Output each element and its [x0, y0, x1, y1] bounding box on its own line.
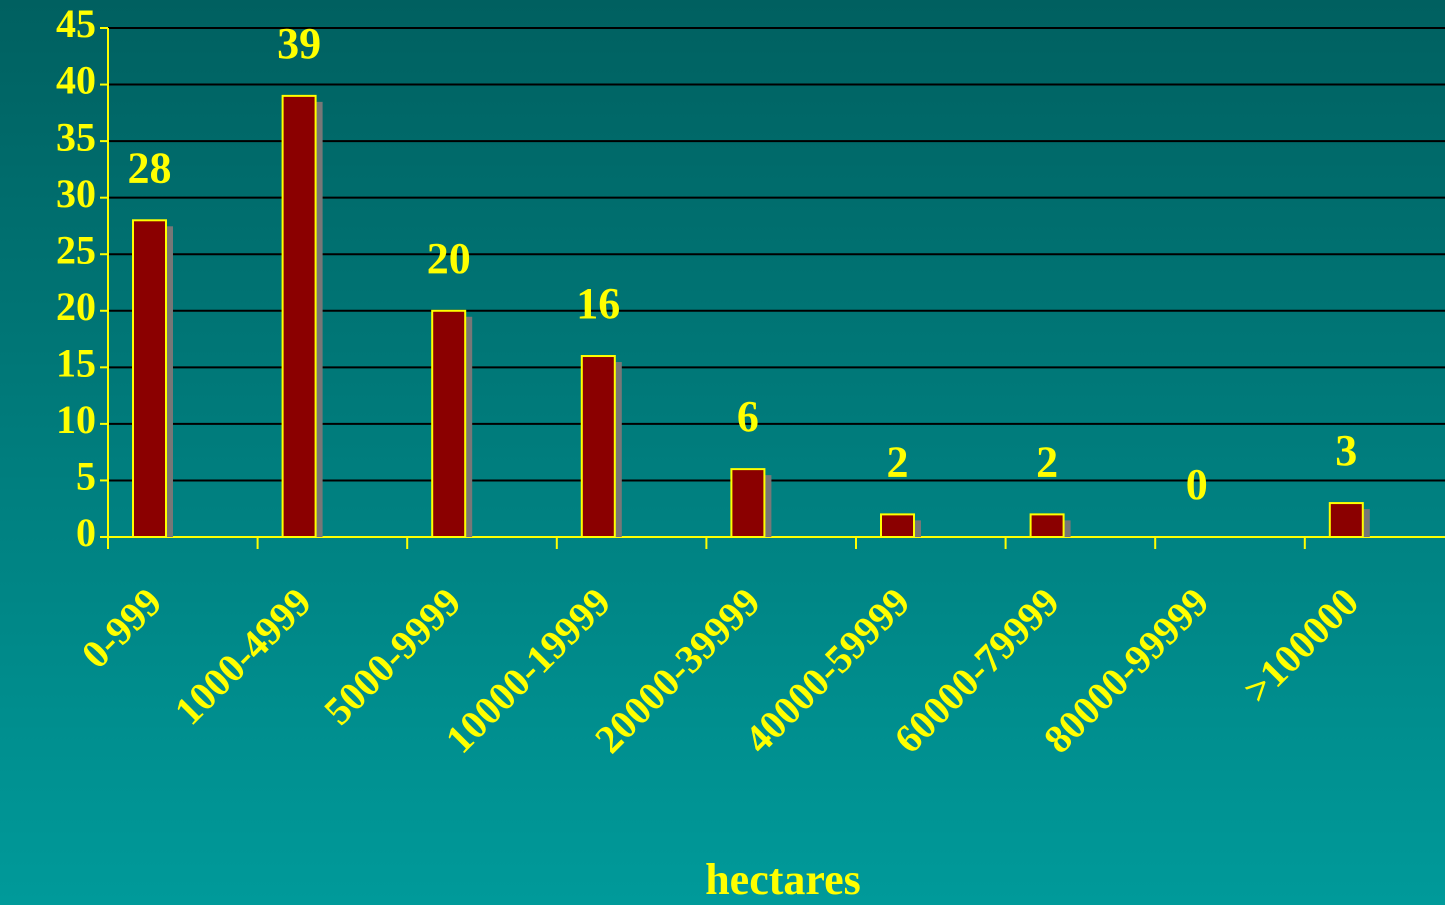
y-tick-label: 20 — [56, 284, 96, 329]
bar — [580, 355, 616, 538]
y-tick-label: 45 — [56, 1, 96, 46]
bar — [1029, 513, 1065, 539]
value-label: 3 — [1335, 426, 1357, 475]
y-tick-label: 10 — [56, 397, 96, 442]
x-axis-title: hectares — [705, 855, 861, 904]
value-label: 39 — [277, 19, 321, 68]
y-tick-label: 5 — [76, 454, 96, 499]
value-label: 28 — [128, 143, 172, 192]
value-label: 0 — [1186, 460, 1208, 509]
bar — [431, 309, 467, 538]
value-label: 6 — [737, 392, 759, 441]
y-tick-label: 30 — [56, 171, 96, 216]
bar — [132, 219, 167, 539]
bar — [281, 94, 317, 538]
value-label: 20 — [427, 234, 471, 283]
y-tick-label: 15 — [56, 341, 96, 386]
value-label: 16 — [576, 279, 620, 328]
y-tick-label: 0 — [76, 510, 96, 555]
y-tick-label: 40 — [56, 58, 96, 103]
y-tick-label: 35 — [56, 114, 96, 159]
bar — [730, 468, 766, 538]
value-label: 2 — [1036, 437, 1058, 486]
bar — [880, 513, 915, 539]
y-tick-label: 25 — [56, 227, 96, 272]
bar — [1328, 502, 1364, 539]
value-label: 2 — [887, 437, 909, 486]
